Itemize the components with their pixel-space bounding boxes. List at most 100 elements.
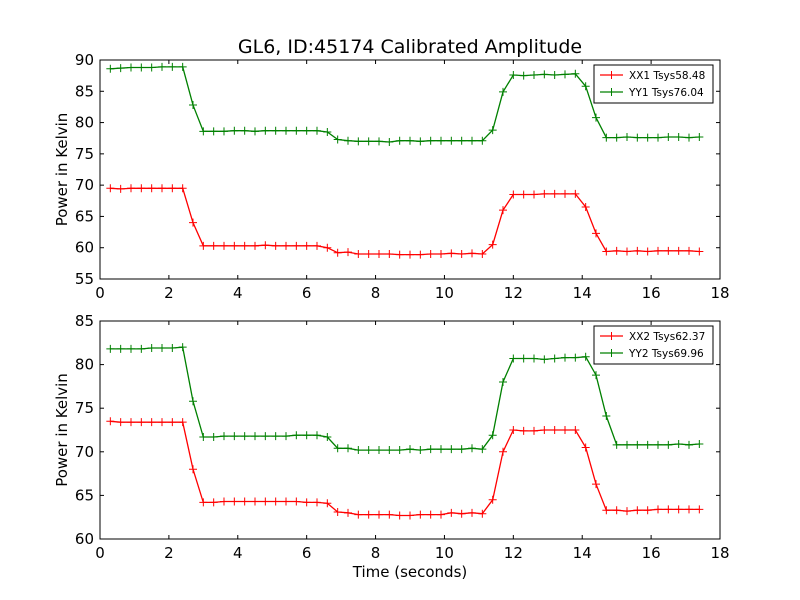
data-point-marker bbox=[406, 511, 414, 520]
y-tick-label: 85 bbox=[75, 312, 94, 330]
data-point-marker bbox=[333, 135, 342, 144]
x-tick-label: 8 bbox=[371, 284, 381, 302]
data-point-marker bbox=[385, 137, 394, 146]
data-point-marker bbox=[261, 241, 270, 250]
data-point-marker bbox=[633, 246, 642, 255]
series-line-green bbox=[110, 346, 700, 451]
data-point-marker bbox=[323, 499, 332, 508]
data-point-marker bbox=[664, 132, 673, 141]
data-point-marker bbox=[364, 249, 373, 258]
data-point-marker bbox=[189, 101, 197, 110]
data-point-marker bbox=[664, 505, 673, 514]
data-point-marker bbox=[251, 432, 259, 441]
x-axis-label: Time (seconds) bbox=[352, 563, 468, 581]
plot-frame bbox=[99, 320, 721, 540]
data-point-marker bbox=[571, 189, 580, 198]
data-point-marker bbox=[385, 249, 394, 258]
data-point-marker bbox=[478, 249, 487, 258]
data-point-marker bbox=[468, 508, 476, 517]
data-point-marker bbox=[530, 190, 538, 199]
legend-marker bbox=[607, 71, 616, 79]
data-point-marker bbox=[561, 353, 569, 362]
y-tick-label: 70 bbox=[75, 443, 94, 461]
data-point-marker bbox=[189, 465, 197, 474]
data-point-marker bbox=[488, 240, 497, 249]
data-point-marker bbox=[323, 127, 332, 136]
data-point-marker bbox=[581, 352, 590, 361]
data-point-marker bbox=[302, 241, 311, 250]
data-point-marker bbox=[602, 247, 611, 256]
data-point-marker bbox=[437, 510, 445, 519]
data-point-marker bbox=[416, 250, 425, 259]
data-point-marker bbox=[178, 184, 187, 193]
data-point-marker bbox=[209, 241, 218, 250]
data-point-marker bbox=[426, 510, 435, 519]
data-point-marker bbox=[550, 426, 559, 434]
data-point-marker bbox=[230, 241, 239, 250]
data-point-marker bbox=[561, 70, 569, 79]
data-point-marker bbox=[385, 510, 394, 519]
data-point-marker bbox=[478, 445, 487, 454]
data-point-marker bbox=[426, 136, 435, 145]
data-point-marker bbox=[344, 248, 352, 257]
y-axis-label: Power in Kelvin bbox=[53, 113, 71, 227]
x-tick-label: 12 bbox=[504, 544, 523, 562]
data-point-marker bbox=[168, 184, 177, 193]
data-point-marker bbox=[116, 64, 125, 73]
data-point-marker bbox=[147, 344, 156, 353]
data-point-marker bbox=[261, 126, 270, 135]
data-point-marker bbox=[488, 126, 497, 135]
data-point-marker bbox=[395, 446, 404, 455]
data-point-marker bbox=[674, 505, 683, 514]
data-point-marker bbox=[240, 432, 249, 441]
data-point-marker bbox=[571, 353, 580, 362]
data-point-marker bbox=[199, 432, 208, 441]
data-point-marker bbox=[116, 184, 125, 193]
data-point-marker bbox=[209, 127, 218, 136]
data-point-marker bbox=[674, 246, 683, 255]
data-point-marker bbox=[127, 184, 135, 193]
data-point-marker bbox=[685, 246, 693, 255]
data-point-marker bbox=[292, 431, 301, 440]
data-point-marker bbox=[302, 498, 311, 507]
data-point-marker bbox=[530, 71, 538, 80]
x-tick-label: 14 bbox=[573, 544, 592, 562]
data-point-marker bbox=[354, 137, 363, 146]
data-point-marker bbox=[685, 505, 693, 514]
data-point-marker bbox=[695, 505, 704, 514]
data-point-marker bbox=[571, 69, 580, 78]
data-point-marker bbox=[633, 133, 642, 142]
data-point-marker bbox=[375, 510, 383, 519]
data-point-marker bbox=[499, 206, 507, 215]
data-point-marker bbox=[178, 62, 187, 71]
legend-marker bbox=[607, 349, 616, 357]
y-axis-label: Power in Kelvin bbox=[53, 373, 71, 487]
data-point-marker bbox=[519, 190, 528, 199]
legend-box bbox=[593, 64, 714, 104]
data-point-marker bbox=[426, 249, 435, 258]
data-point-marker bbox=[354, 510, 363, 519]
data-point-marker bbox=[592, 113, 600, 122]
data-point-marker bbox=[695, 132, 704, 141]
data-point-marker bbox=[313, 241, 321, 250]
x-tick-label: 0 bbox=[95, 284, 105, 302]
data-point-marker bbox=[602, 412, 611, 421]
y-tick-label: 85 bbox=[75, 82, 94, 100]
data-point-marker bbox=[654, 440, 662, 449]
data-point-marker bbox=[220, 432, 228, 441]
data-point-marker bbox=[519, 426, 528, 435]
data-point-marker bbox=[695, 439, 704, 448]
x-tick-label: 2 bbox=[164, 544, 174, 562]
data-point-marker bbox=[633, 440, 642, 449]
data-point-marker bbox=[147, 63, 156, 72]
x-tick-label: 14 bbox=[573, 284, 592, 302]
data-point-marker bbox=[271, 497, 280, 506]
plot-frame bbox=[99, 59, 721, 280]
data-point-marker bbox=[540, 426, 549, 434]
data-point-marker bbox=[416, 510, 425, 519]
data-point-marker bbox=[581, 82, 590, 91]
data-point-marker bbox=[127, 418, 135, 427]
data-point-marker bbox=[364, 137, 373, 146]
figure-title: GL6, ID:45174 Calibrated Amplitude bbox=[238, 36, 582, 58]
data-point-marker bbox=[354, 249, 363, 258]
